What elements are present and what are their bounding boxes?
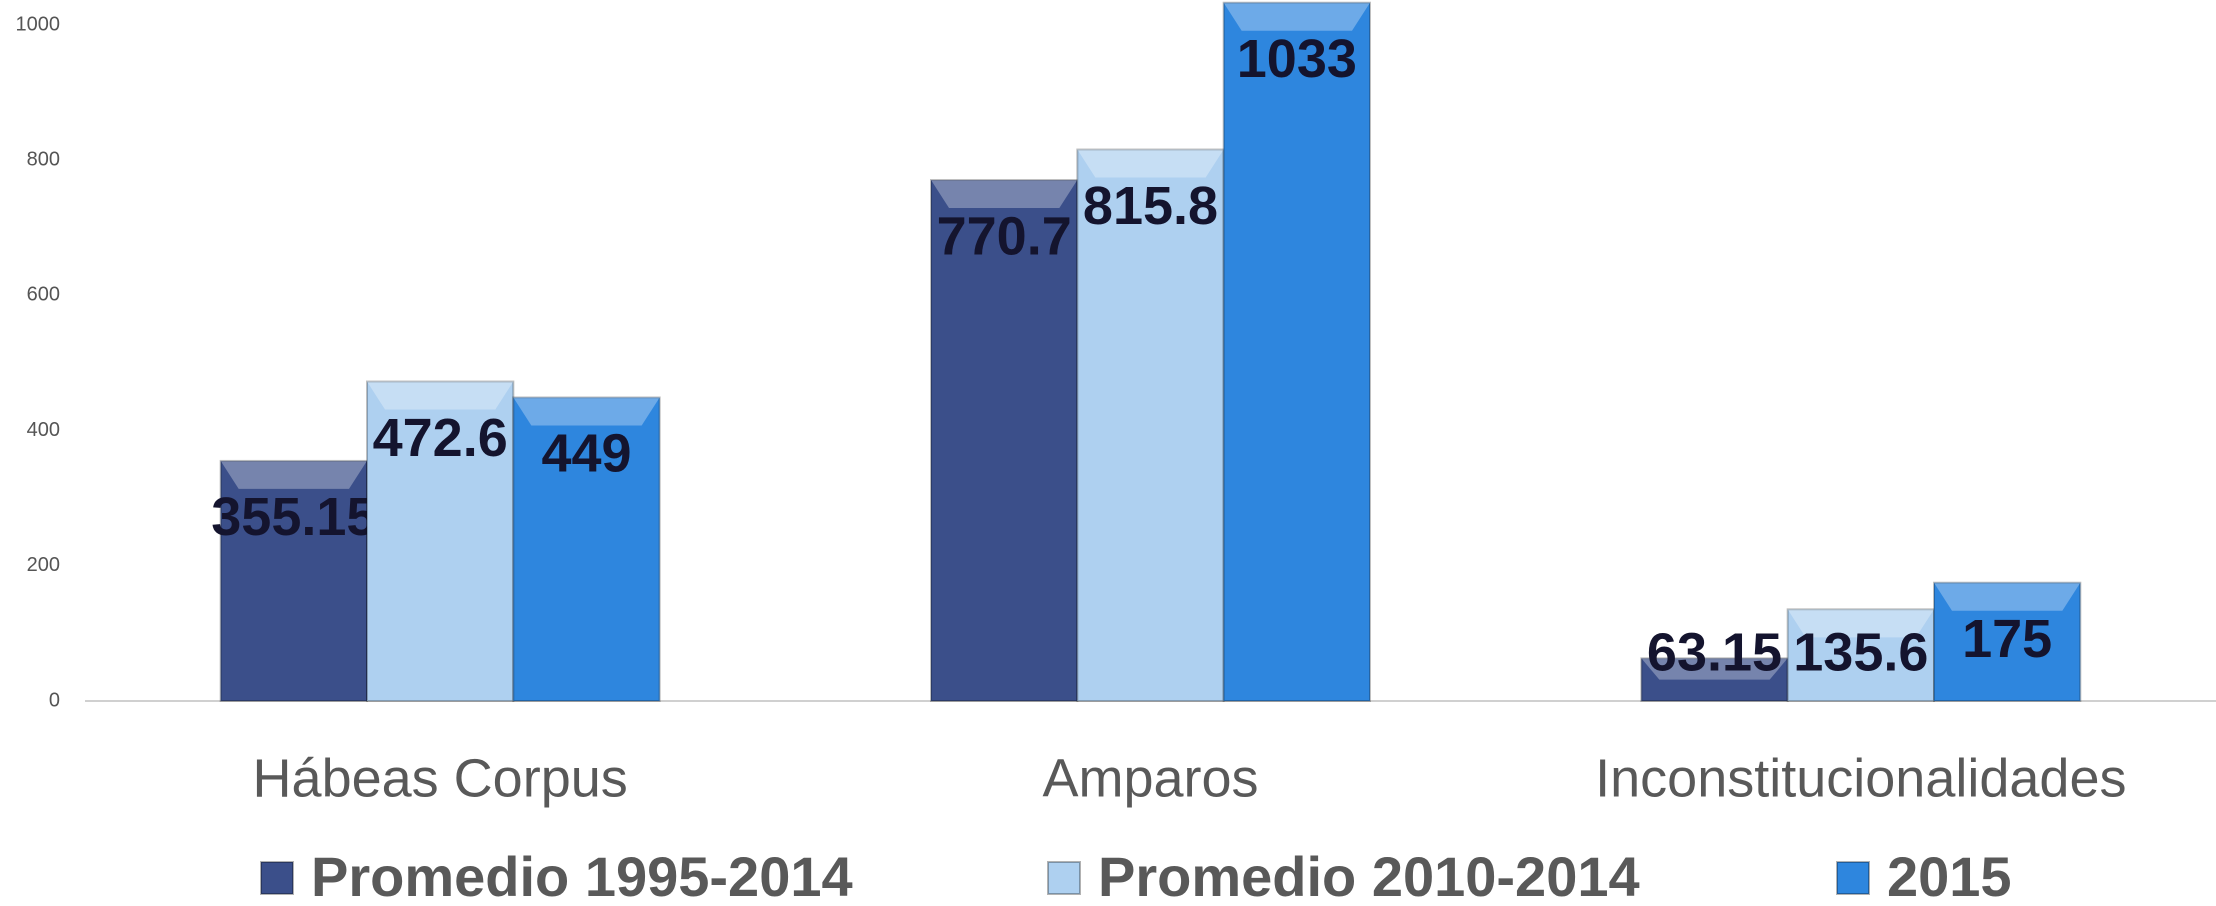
bar-bevel xyxy=(1223,2,1370,31)
legend-swatch xyxy=(1047,861,1081,895)
bar xyxy=(1932,581,2082,702)
data-label: 815.8 xyxy=(1083,176,1218,236)
data-label: 135.6 xyxy=(1793,622,1928,682)
y-tick-label: 1000 xyxy=(16,13,61,35)
bar-bevel xyxy=(367,381,514,410)
bar xyxy=(366,380,515,702)
bar xyxy=(512,396,661,702)
bar-bevel xyxy=(220,460,368,489)
bar-bevel xyxy=(1933,582,2081,611)
x-tick-label: Amparos xyxy=(1042,748,1258,808)
data-label: 1033 xyxy=(1237,29,1357,89)
data-label: 355.15 xyxy=(211,487,376,547)
x-tick-label: Inconstitucionalidades xyxy=(1595,748,2126,808)
x-tick-label: Hábeas Corpus xyxy=(253,748,628,808)
bar xyxy=(1786,608,1935,703)
data-label: 175 xyxy=(1962,609,2052,669)
y-tick-label: 800 xyxy=(27,148,60,170)
legend-label: 2015 xyxy=(1887,845,2012,906)
legend-label: Promedio 2010-2014 xyxy=(1098,845,1640,906)
data-label: 449 xyxy=(541,424,631,484)
y-tick-label: 0 xyxy=(49,689,60,711)
y-tick-label: 600 xyxy=(27,284,60,306)
bar-bevel xyxy=(931,180,1078,209)
data-label: 770.7 xyxy=(937,206,1072,266)
data-label: 63.15 xyxy=(1647,622,1782,682)
y-tick-label: 200 xyxy=(27,554,60,576)
legend-swatch xyxy=(1836,861,1870,895)
y-tick-label: 400 xyxy=(27,419,60,441)
bar-bevel xyxy=(1077,149,1224,178)
bar-bevel xyxy=(1641,658,1788,680)
bar xyxy=(219,459,369,702)
bar xyxy=(1222,1,1371,702)
legend-label: Promedio 1995-2014 xyxy=(311,845,853,906)
legend-swatch xyxy=(260,861,294,895)
bar-bevel xyxy=(1787,609,1934,638)
data-label: 472.6 xyxy=(373,408,508,468)
bar-bevel xyxy=(513,397,660,426)
